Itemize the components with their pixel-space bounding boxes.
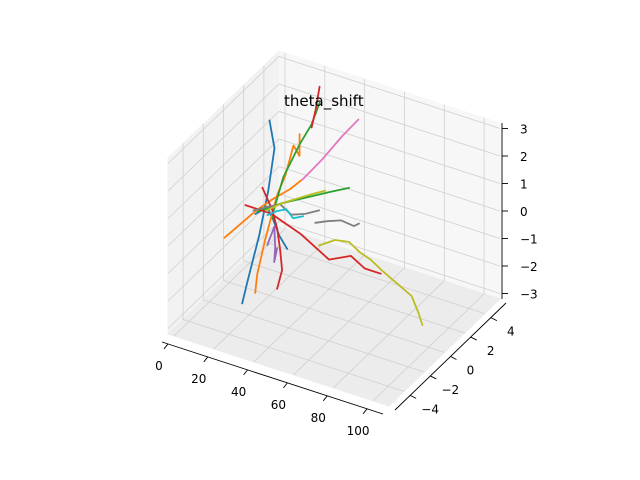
series-line-13 — [314, 219, 360, 228]
z-tick-label: −3 — [520, 288, 538, 302]
z-tick-label: −1 — [520, 233, 538, 247]
grid-line-z — [167, 56, 501, 164]
series-line-16 — [266, 208, 305, 220]
y-tick-label: 0 — [467, 364, 475, 378]
x-axis-line — [161, 341, 384, 415]
grid-lines — [167, 52, 501, 402]
grid-line-x — [293, 91, 405, 376]
y-tick-mark — [450, 356, 457, 360]
series-line-7 — [310, 85, 321, 129]
y-tick-label: 4 — [507, 325, 515, 339]
z-tick-label: 2 — [520, 150, 528, 164]
x-tick-label: 60 — [271, 398, 286, 412]
y-tick-mark — [430, 375, 437, 380]
x-tick-mark — [283, 382, 288, 389]
series-line-14 — [265, 189, 327, 212]
x-tick-label: 40 — [231, 385, 246, 399]
x-tick-mark — [362, 408, 368, 415]
z-tick-label: −2 — [520, 260, 538, 274]
series-line-1 — [241, 119, 276, 305]
grid-line-y — [243, 85, 465, 334]
y-tick-mark — [470, 336, 477, 341]
x-tick-mark — [163, 343, 169, 350]
x-tick-label: 0 — [155, 359, 163, 373]
series-line-10 — [266, 225, 279, 264]
x-tick-label: 80 — [311, 411, 326, 425]
grid-line-z — [167, 111, 501, 219]
series-line-4 — [223, 179, 303, 239]
z-tick-label: 3 — [520, 123, 528, 137]
y-tick-label: −2 — [441, 383, 459, 397]
grid-line-z — [167, 166, 501, 274]
z-tick-label: 1 — [520, 178, 528, 192]
grid-line-z — [167, 83, 501, 192]
grid-line-y — [202, 124, 425, 373]
axis-lines — [161, 123, 508, 415]
grid-line-y — [182, 143, 405, 392]
x-tick-mark — [322, 395, 328, 402]
grid-line-x — [333, 104, 445, 389]
chart-title: theta_shift — [284, 92, 364, 111]
y-tick-mark — [490, 317, 498, 321]
x-tick-mark — [243, 369, 248, 376]
series-lines — [223, 85, 424, 326]
z-tick-label: 0 — [520, 205, 528, 219]
x-tick-label: 100 — [347, 424, 370, 438]
grid-line-y — [223, 104, 445, 353]
series-line-15 — [318, 239, 424, 326]
x-tick-label: 20 — [191, 372, 206, 386]
series-line-11 — [301, 118, 360, 181]
y-tick-label: −4 — [421, 402, 439, 416]
grid-line-z — [167, 221, 501, 329]
y-tick-mark — [409, 395, 417, 399]
x-tick-mark — [203, 356, 209, 363]
grid-line-x — [173, 52, 286, 337]
grid-line-x — [372, 117, 485, 402]
grid-line-z — [167, 138, 501, 247]
y-tick-label: 2 — [487, 344, 495, 358]
grid-line-x — [213, 65, 326, 350]
